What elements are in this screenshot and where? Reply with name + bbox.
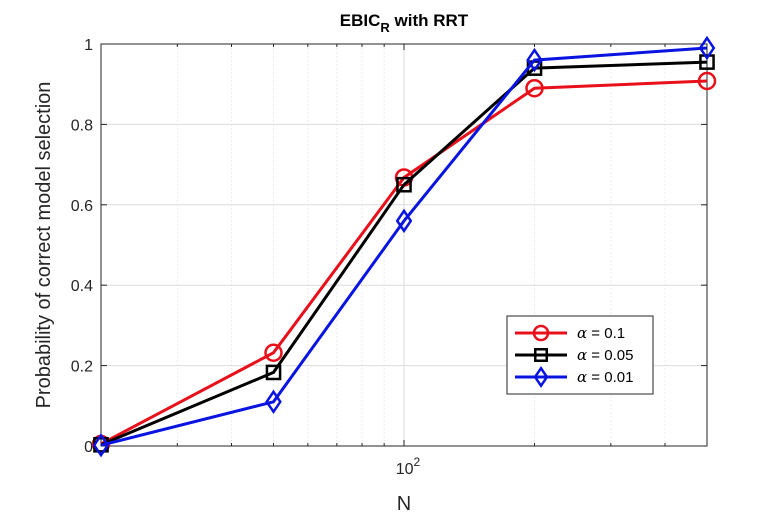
legend-item-1: α = 0.1 [515,324,625,342]
data-point [699,54,715,70]
series-line [100,60,708,447]
y-axis-label: Probability of correct model selection [33,82,55,409]
series-line [100,46,708,447]
data-point [265,389,282,415]
legend-label: α = 0.05 [577,346,633,364]
y-tick-label: 1 [84,37,93,54]
series-3 [92,35,716,458]
y-tick-label: 0 [84,439,93,456]
legend-label: α = 0.1 [577,324,625,342]
y-tick-label: 0.6 [71,198,93,215]
data-point [697,71,717,91]
y-tick-label: 0.2 [71,359,93,376]
data-point [533,366,549,388]
y-tick-label: 0.4 [71,278,93,295]
legend: α = 0.1 α = 0.05 α = 0.01 [506,315,654,395]
legend-label: α = 0.01 [577,368,633,386]
data-point [395,208,413,234]
data-point [92,432,110,458]
data-point [526,47,543,73]
data-point [396,176,412,193]
chart-title: EBICR with RRT [340,11,469,35]
legend-item-3: α = 0.01 [515,366,633,388]
data-point [264,343,283,362]
axis-ticks: 0 0.2 0.4 0.6 0.8 1 102 [71,37,708,478]
data-point [532,324,550,342]
series-layer [91,35,717,458]
x-axis-label: N [397,493,411,515]
y-tick-label: 0.8 [71,117,93,134]
x-tick-label: 102 [396,455,421,478]
data-point [698,35,716,61]
data-point [534,348,548,362]
data-point [525,78,544,98]
legend-item-2: α = 0.05 [515,346,633,364]
data-point [265,364,282,381]
